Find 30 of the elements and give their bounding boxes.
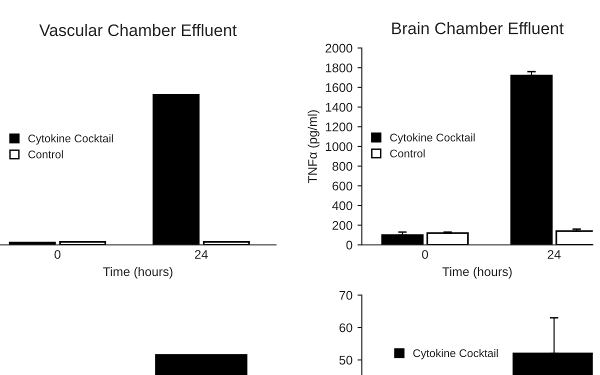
y-tick-label: 1600 (326, 83, 352, 92)
legend-label: Cytokine Cocktail (390, 133, 475, 144)
y-tick-label: 50 (339, 356, 352, 365)
legend-label: Cytokine Cocktail (413, 348, 498, 360)
y-tick-label: 1400 (326, 102, 352, 112)
y-tick-label: 0 (346, 240, 352, 250)
y-tick-label: 400 (332, 201, 352, 210)
y-tick-label: 1800 (326, 63, 352, 72)
x-tick-label: 0 (422, 250, 428, 259)
legend-label: Control (28, 150, 63, 158)
legend-label: Cytokine Cocktail (28, 134, 113, 145)
bar (381, 234, 424, 245)
x-tick-label: 24 (194, 250, 208, 259)
y-tick-label: 200 (332, 220, 352, 230)
y-tick-label: 600 (332, 182, 352, 190)
y-tick-label: 1000 (326, 142, 352, 152)
y-tick-label: 2000 (326, 44, 352, 53)
bar (510, 74, 553, 245)
y-axis-title: TNFα (pg/ml) (308, 110, 320, 184)
x-tick-label: 0 (54, 250, 60, 259)
x-axis-title: Time (hours) (103, 266, 172, 279)
x-axis-title: Time (hours) (442, 266, 512, 279)
chart-title: Brain Chamber Effluent (392, 22, 564, 34)
y-tick-label: 60 (340, 323, 352, 332)
y-tick-label: 70 (340, 290, 352, 300)
y-tick-label: 800 (332, 162, 352, 171)
legend-label: Control (390, 149, 425, 158)
x-tick-label: 24 (548, 250, 561, 259)
chart-title: Vascular Chamber Effluent (39, 24, 237, 36)
y-tick-label: 1200 (326, 122, 352, 132)
